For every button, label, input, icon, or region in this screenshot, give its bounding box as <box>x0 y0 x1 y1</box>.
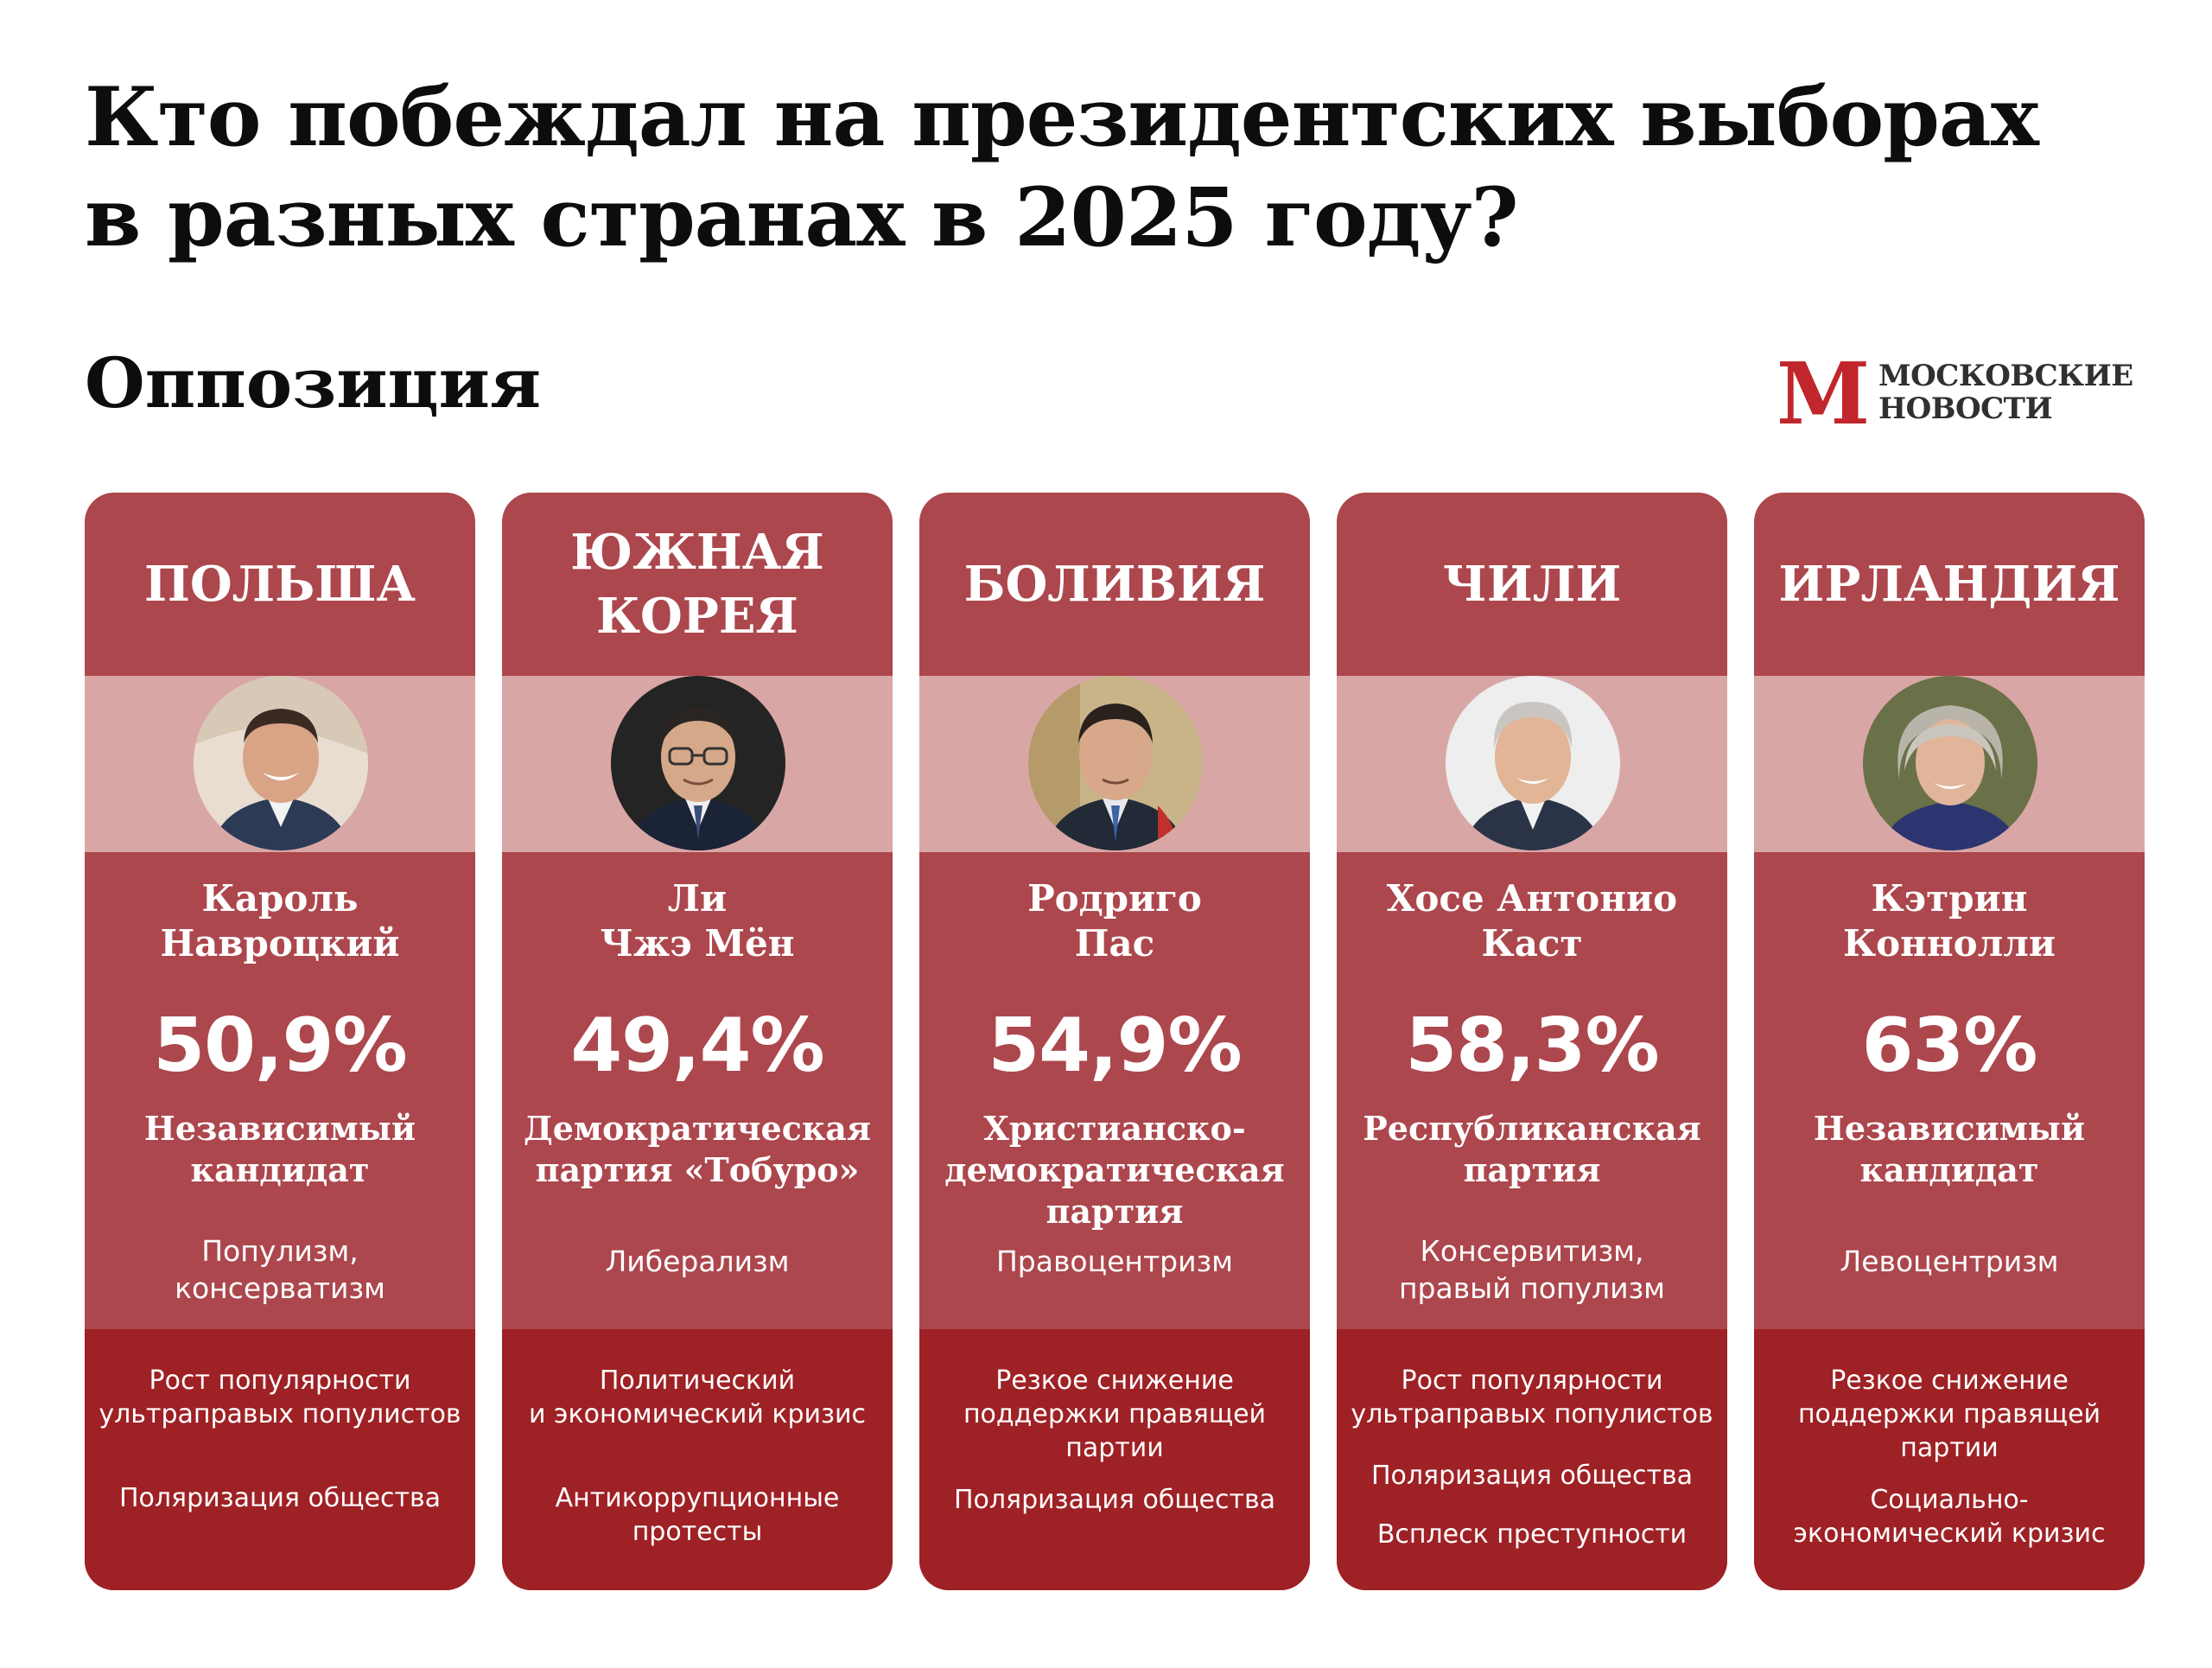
avatar <box>194 676 368 850</box>
factor: Социально- экономический кризис <box>1793 1485 2106 1549</box>
country-name: ЧИЛИ <box>1442 556 1622 613</box>
candidate-name: Кэтрин Коннолли <box>1842 877 2056 965</box>
party: Независимый кандидат <box>1813 1109 2086 1189</box>
country-name: ИРЛАНДИЯ <box>1778 556 2120 613</box>
factor: Поляризация общества <box>953 1485 1276 1515</box>
title-line-1: Кто побеждал на президентских выборах <box>85 70 2039 165</box>
section-subtitle: Оппозиция <box>85 342 542 423</box>
factors-block: Резкое снижение поддержки правящей парти… <box>1754 1329 2145 1590</box>
vote-percent: 63% <box>1861 1003 2038 1089</box>
portrait-man-suit-icon <box>1028 676 1203 850</box>
ideology: Консервитизм, правый популизм <box>1398 1234 1666 1305</box>
factors-block: Рост популярности ультраправых популисто… <box>1337 1329 1727 1590</box>
country-header: ПОЛЬША <box>85 493 475 676</box>
country-header: ЧИЛИ <box>1337 493 1727 676</box>
country-name: ЮЖНАЯ КОРЕЯ <box>570 524 824 645</box>
vote-percent: 49,4% <box>570 1003 824 1089</box>
portrait-woman-grey-hair-icon <box>1863 676 2037 850</box>
avatar <box>1863 676 2037 850</box>
factors-block: Политический и экономический кризис Анти… <box>502 1329 893 1590</box>
country-card-poland: ПОЛЬША Кароль Навроцкий 50,9% Независимы… <box>85 493 475 1590</box>
party: Христианско- демократическая партия <box>944 1109 1285 1231</box>
logo-mark-icon: М <box>1780 349 1866 436</box>
avatar <box>611 676 785 850</box>
country-card-ireland: ИРЛАНДИЯ Кэтрин Коннолли 63% Независимый… <box>1754 493 2145 1590</box>
vote-percent: 50,9% <box>153 1003 407 1089</box>
party: Республиканская партия <box>1363 1109 1701 1189</box>
factor: Рост популярности ультраправых популисто… <box>99 1366 461 1429</box>
logo-line-1: МОСКОВСКИЕ <box>1878 359 2133 393</box>
candidate-name: Ли Чжэ Мён <box>600 877 795 965</box>
portrait-man-smiling-icon <box>194 676 368 850</box>
avatar <box>1446 676 1620 850</box>
factor: Поляризация общества <box>1370 1461 1694 1491</box>
vote-percent: 54,9% <box>988 1003 1242 1089</box>
factor: Резкое снижение поддержки правящей парти… <box>1797 1366 2101 1463</box>
logo-text: МОСКОВСКИЕ НОВОСТИ <box>1878 360 2133 425</box>
country-card-bolivia: БОЛИВИЯ Родриго Пас 54,9% Христианско- д… <box>919 493 1310 1590</box>
ideology: Либерализм <box>605 1245 790 1278</box>
factor: Поляризация общества <box>118 1483 442 1513</box>
factor: Политический и экономический кризис <box>529 1366 866 1429</box>
ideology: Популизм, консерватизм <box>175 1234 385 1305</box>
party: Независимый кандидат <box>143 1109 416 1189</box>
portrait-man-glasses-icon <box>611 676 785 850</box>
country-card-chile: ЧИЛИ Хосе Антонио Каст 58,3% Республикан… <box>1337 493 1727 1590</box>
logo-mark-letter: М <box>1780 349 1866 436</box>
factor: Резкое снижение поддержки правящей парти… <box>963 1366 1267 1463</box>
country-header: ЮЖНАЯ КОРЕЯ <box>502 493 893 676</box>
portrait-man-grey-hair-icon <box>1446 676 1620 850</box>
ideology: Правоцентризм <box>995 1245 1234 1278</box>
candidate-name: Кароль Навроцкий <box>160 877 400 965</box>
factor: Рост популярности ультраправых популисто… <box>1351 1366 1713 1429</box>
factors-block: Резкое снижение поддержки правящей парти… <box>919 1329 1310 1590</box>
country-name: БОЛИВИЯ <box>963 556 1266 613</box>
title-line-2: в разных странах в 2025 году? <box>85 170 1519 265</box>
page-title: Кто побеждал на президентских выборах в … <box>85 67 2039 268</box>
factor: Всплеск преступности <box>1376 1519 1688 1550</box>
ideology: Левоцентризм <box>1840 1245 2059 1278</box>
candidate-name: Родриго Пас <box>1027 877 1202 965</box>
avatar <box>1028 676 1203 850</box>
logo-line-2: НОВОСТИ <box>1878 392 2053 426</box>
country-card-south-korea: ЮЖНАЯ КОРЕЯ Ли Чжэ Мён 49,4% Демократиче… <box>502 493 893 1590</box>
factors-block: Рост популярности ультраправых популисто… <box>85 1329 475 1590</box>
candidate-name: Хосе Антонио Каст <box>1386 877 1678 965</box>
country-name: ПОЛЬША <box>143 556 416 613</box>
country-header: БОЛИВИЯ <box>919 493 1310 676</box>
logo: М МОСКОВСКИЕ НОВОСТИ <box>1780 349 2133 436</box>
country-header: ИРЛАНДИЯ <box>1754 493 2145 676</box>
factor: Антикоррупционные протесты <box>555 1483 840 1547</box>
vote-percent: 58,3% <box>1405 1003 1659 1089</box>
party: Демократическая партия «Тобуро» <box>524 1109 871 1189</box>
